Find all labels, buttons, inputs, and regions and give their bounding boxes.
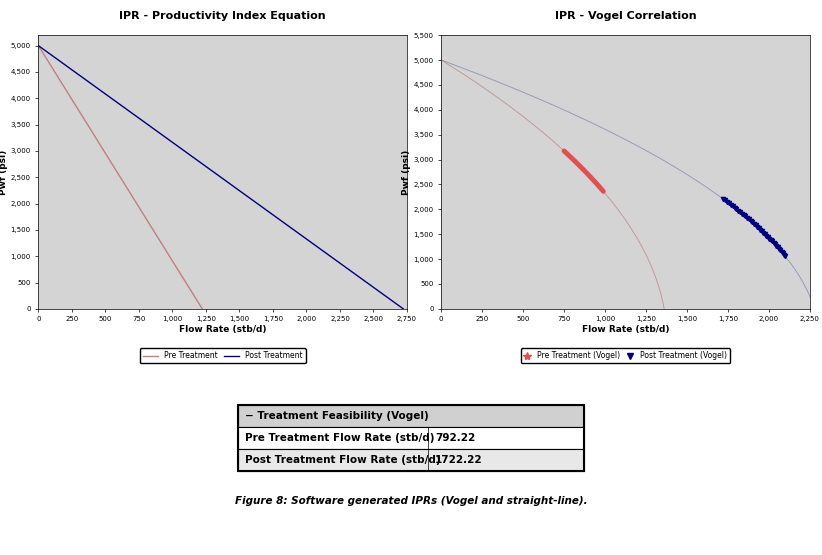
X-axis label: Flow Rate (stb/d): Flow Rate (stb/d) xyxy=(582,325,669,334)
Text: Post Treatment Flow Rate (stb/d): Post Treatment Flow Rate (stb/d) xyxy=(245,455,441,465)
Legend: Pre Treatment (Vogel), Post Treatment (Vogel): Pre Treatment (Vogel), Post Treatment (V… xyxy=(520,348,731,364)
X-axis label: Flow Rate (stb/d): Flow Rate (stb/d) xyxy=(179,325,266,334)
Text: IPR - Vogel Correlation: IPR - Vogel Correlation xyxy=(555,11,696,21)
Y-axis label: Pwf (psi): Pwf (psi) xyxy=(0,149,7,195)
Text: Figure 8: Software generated IPRs (Vogel and straight-line).: Figure 8: Software generated IPRs (Vogel… xyxy=(235,496,587,506)
Legend: Pre Treatment, Post Treatment: Pre Treatment, Post Treatment xyxy=(140,348,306,364)
Text: 1722.22: 1722.22 xyxy=(435,455,483,465)
Y-axis label: Pwf (psi): Pwf (psi) xyxy=(401,149,410,195)
Text: IPR - Productivity Index Equation: IPR - Productivity Index Equation xyxy=(119,11,326,21)
Text: − Treatment Feasibility (Vogel): − Treatment Feasibility (Vogel) xyxy=(245,411,429,421)
Text: Pre Treatment Flow Rate (stb/d): Pre Treatment Flow Rate (stb/d) xyxy=(245,433,435,443)
Text: 792.22: 792.22 xyxy=(435,433,475,443)
